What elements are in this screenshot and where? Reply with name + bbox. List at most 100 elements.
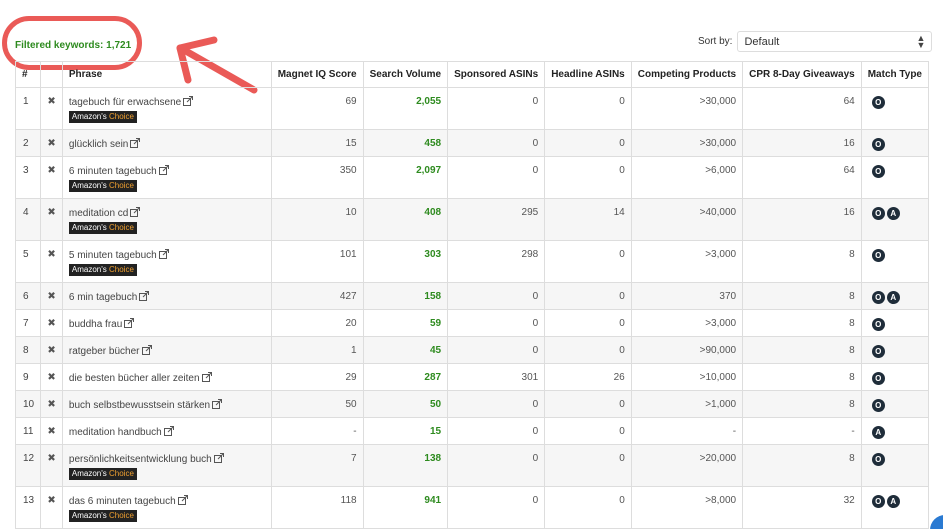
- competing-products: >30,000: [630, 129, 744, 157]
- external-link-icon[interactable]: [212, 399, 223, 409]
- sponsored-asins: 0: [447, 282, 546, 310]
- sponsored-asins: 0: [447, 336, 546, 364]
- magnet-iq-score: 427: [270, 282, 364, 310]
- competing-products: >8,000: [630, 486, 744, 529]
- headline-asins: 0: [544, 486, 632, 529]
- chat-widget-button[interactable]: [930, 515, 943, 529]
- sponsored-asins: 0: [447, 309, 546, 337]
- search-volume: 158: [362, 282, 449, 310]
- external-link-icon[interactable]: [158, 249, 169, 259]
- phrase-cell: ratgeber bücher: [61, 336, 272, 364]
- phrase-text: meditation handbuch: [68, 427, 162, 438]
- table-row: 1 ✖ tagebuch für erwachsene Amazon's Choice…: [14, 87, 930, 130]
- col-index-header[interactable]: #: [14, 61, 42, 88]
- table-row: 9 ✖ die besten bücher aller zeiten 29 287 301…: [14, 363, 930, 391]
- close-icon[interactable]: ✖: [40, 282, 63, 310]
- search-volume: 59: [362, 309, 449, 337]
- competing-products: -: [630, 417, 744, 445]
- match-type-badge: A: [886, 207, 900, 220]
- phrase-text: 5 minuten tagebuch: [68, 250, 157, 261]
- phrase-cell: meditation handbuch: [61, 417, 272, 445]
- amazons-choice-badge: Amazon's Choice: [68, 222, 137, 234]
- badge-accent: Choice: [109, 181, 134, 190]
- row-index: 7: [14, 309, 42, 337]
- sort-select[interactable]: Default ▲ ▼: [737, 31, 933, 52]
- row-index: 3: [14, 156, 42, 199]
- magnet-iq-score: 7: [270, 444, 364, 487]
- col-phrase-header[interactable]: Phrase: [61, 61, 272, 88]
- competing-products: >3,000: [630, 240, 744, 283]
- table-row: 6 ✖ 6 min tagebuch 427 158 0 0 370 8 O A: [14, 282, 930, 310]
- close-icon[interactable]: ✖: [40, 363, 63, 391]
- magnet-iq-score: 10: [270, 198, 364, 241]
- close-icon[interactable]: ✖: [40, 390, 63, 418]
- cpr-giveaways: 8: [742, 363, 862, 391]
- phrase-cell: 5 minuten tagebuch Amazon's Choice: [61, 240, 272, 283]
- filtered-keywords-count: Filtered keywords: 1,721: [15, 40, 132, 51]
- row-index: 8: [14, 336, 42, 364]
- close-icon[interactable]: ✖: [40, 336, 63, 364]
- external-link-icon[interactable]: [124, 318, 135, 328]
- keywords-table: # Phrase Magnet IQ Score Search Volume S…: [14, 61, 930, 529]
- close-icon[interactable]: ✖: [40, 309, 63, 337]
- external-link-icon[interactable]: [130, 207, 141, 217]
- phrase-text: 6 min tagebuch: [68, 292, 138, 303]
- sponsored-asins: 0: [447, 486, 546, 529]
- match-type-cell: O: [860, 129, 930, 157]
- external-link-icon[interactable]: [139, 291, 150, 301]
- close-icon[interactable]: ✖: [40, 156, 63, 199]
- external-link-icon[interactable]: [163, 426, 174, 436]
- col-cpr-giveaways-header[interactable]: CPR 8-Day Giveaways: [742, 61, 862, 88]
- close-icon[interactable]: ✖: [40, 198, 63, 241]
- match-type-badge: A: [871, 426, 885, 439]
- col-competing-products-header[interactable]: Competing Products: [630, 61, 744, 88]
- phrase-cell: buch selbstbewusstsein stärken: [61, 390, 272, 418]
- badge-prefix: Amazon's: [71, 469, 107, 478]
- external-link-icon[interactable]: [130, 138, 141, 148]
- cpr-giveaways: 8: [742, 390, 862, 418]
- match-type-badge: O: [871, 495, 885, 508]
- close-icon[interactable]: ✖: [40, 444, 63, 487]
- cpr-giveaways: 8: [742, 240, 862, 283]
- match-type-cell: O: [860, 240, 930, 283]
- badge-prefix: Amazon's: [71, 181, 107, 190]
- search-volume: 15: [362, 417, 449, 445]
- headline-asins: 0: [544, 309, 632, 337]
- external-link-icon[interactable]: [158, 165, 169, 175]
- amazons-choice-badge: Amazon's Choice: [68, 180, 137, 192]
- row-index: 2: [14, 129, 42, 157]
- external-link-icon[interactable]: [213, 453, 224, 463]
- match-type-badge: O: [871, 249, 885, 262]
- phrase-text: das 6 minuten tagebuch: [68, 496, 176, 507]
- phrase-cell: buddha frau: [61, 309, 272, 337]
- phrase-text: persönlichkeitsentwicklung buch: [68, 454, 212, 465]
- magnet-iq-score: 69: [270, 87, 364, 130]
- external-link-icon[interactable]: [141, 345, 152, 355]
- phrase-text: glücklich sein: [68, 139, 129, 150]
- col-match-type-header[interactable]: Match Type: [860, 61, 930, 88]
- table-row: 7 ✖ buddha frau 20 59 0 0 >3,000 8 O: [14, 309, 930, 337]
- external-link-icon[interactable]: [201, 372, 212, 382]
- close-icon[interactable]: ✖: [40, 129, 63, 157]
- sponsored-asins: 0: [447, 129, 546, 157]
- col-search-volume-header[interactable]: Search Volume: [362, 61, 449, 88]
- phrase-cell: das 6 minuten tagebuch Amazon's Choice: [61, 486, 272, 529]
- col-magnet-iq-header[interactable]: Magnet IQ Score: [270, 61, 364, 88]
- search-volume: 458: [362, 129, 449, 157]
- external-link-icon[interactable]: [183, 96, 194, 106]
- close-icon[interactable]: ✖: [40, 240, 63, 283]
- headline-asins: 0: [544, 390, 632, 418]
- match-type-cell: O: [860, 444, 930, 487]
- col-sponsored-asins-header[interactable]: Sponsored ASINs: [447, 61, 546, 88]
- col-headline-asins-header[interactable]: Headline ASINs: [544, 61, 632, 88]
- phrase-text: meditation cd: [68, 208, 129, 219]
- match-type-badge: O: [871, 291, 885, 304]
- close-icon[interactable]: ✖: [40, 417, 63, 445]
- close-icon[interactable]: ✖: [40, 87, 63, 130]
- close-icon[interactable]: ✖: [40, 486, 63, 529]
- table-row: 4 ✖ meditation cd Amazon's Choice 10 408 295 14…: [14, 198, 930, 241]
- table-header-row: # Phrase Magnet IQ Score Search Volume S…: [14, 61, 930, 88]
- phrase-text: buch selbstbewusstsein stärken: [68, 400, 211, 411]
- external-link-icon[interactable]: [177, 495, 188, 505]
